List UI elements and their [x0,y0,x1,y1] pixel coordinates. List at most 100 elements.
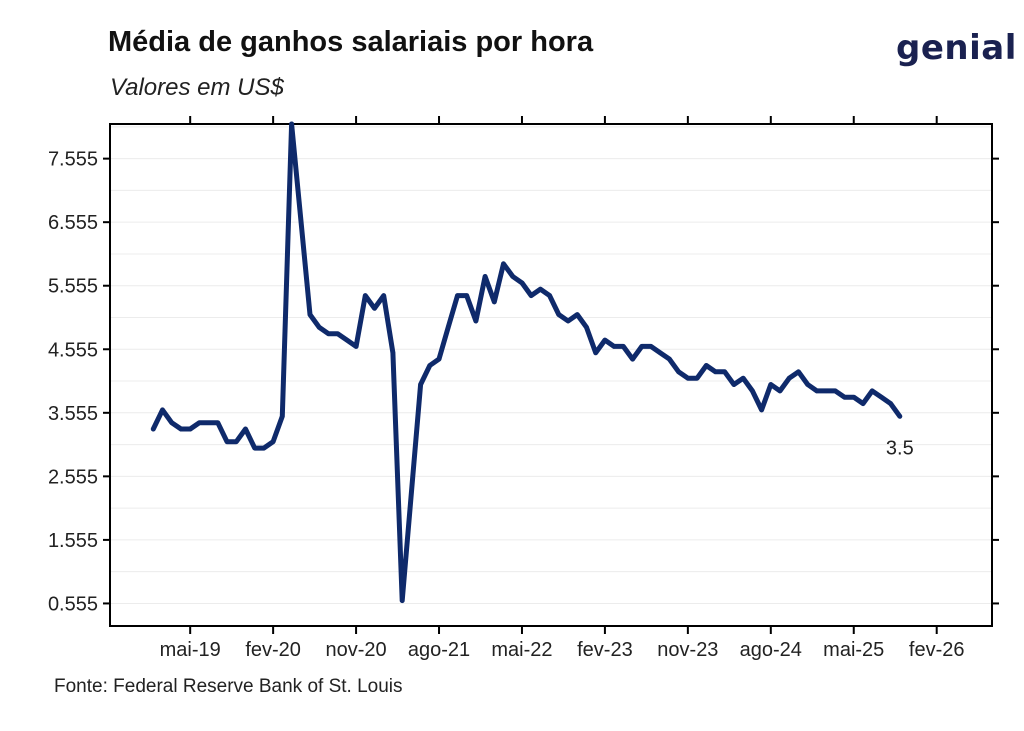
data-point [510,274,515,279]
x-tick-label: mai-22 [491,639,552,661]
data-point [685,375,691,381]
data-point [270,439,276,444]
data-point [897,414,903,419]
data-point [409,490,414,495]
source-note: Fonte: Federal Reserve Bank of St. Louis [54,676,403,697]
data-point [621,344,626,349]
data-point [750,388,755,394]
data-point [547,293,552,298]
data-point [197,420,202,425]
data-point [777,388,783,394]
y-tick-label: 5.555 [48,276,98,298]
data-point [252,445,257,451]
data-point [298,217,303,222]
data-point [492,299,497,305]
x-tick-label: ago-21 [408,639,470,661]
x-tick-label: ago-24 [740,639,802,661]
data-point [593,350,598,355]
plot-frame [109,123,993,627]
data-point [879,395,884,400]
data-point [261,445,267,451]
data-point [326,331,331,336]
data-point [869,388,875,394]
data-point [436,356,442,362]
data-point [224,439,230,444]
data-point [344,337,350,343]
data-point [704,363,709,368]
last-value-label: 3.5 [886,437,914,459]
data-point [427,363,433,368]
data-point [528,293,534,298]
data-point [307,312,313,317]
data-point [363,293,368,298]
data-point [833,388,838,394]
y-tick-label: 6.555 [48,212,98,234]
series-line [150,121,903,604]
data-point [814,388,820,394]
x-tick-label: fev-26 [909,639,965,661]
data-point [519,280,525,286]
data-point [234,439,239,444]
data-point [575,312,580,317]
data-point [473,318,479,324]
x-axis: mai-19 fev-20 nov-20 ago-21 mai-22 fev-23 nov-… [160,116,965,661]
x-tick-label: fev-23 [577,639,633,661]
annotations: 3.5 [886,437,914,459]
chart-subtitle: Valores em US$ [110,74,284,101]
data-point [151,426,156,432]
data-point [584,325,589,330]
x-tick-label: nov-20 [325,639,386,661]
x-tick-label: mai-19 [160,639,221,661]
chart-title: Média de ganhos salariais por hora [108,26,594,58]
data-point [446,325,451,330]
gridlines [110,126,992,604]
data-point [759,407,764,413]
data-point [556,312,562,317]
x-tick-label: nov-23 [657,639,718,661]
data-point [611,344,617,349]
data-point [243,426,248,432]
y-tick-label: 3.555 [48,403,98,425]
x-tick-label: fev-20 [245,639,301,661]
data-point [888,401,893,406]
data-point [740,375,746,381]
data-point [787,375,792,381]
data-point [215,420,221,425]
data-point [713,369,718,375]
data-point [206,420,211,425]
data-point [418,382,423,387]
data-point [639,344,644,349]
data-point [860,401,866,406]
data-point [289,121,294,127]
series-group [150,121,903,604]
data-point [160,407,165,413]
data-point [399,598,405,603]
data-point [602,337,608,343]
data-point [842,395,847,400]
data-point [381,293,386,298]
y-tick-label: 0.555 [48,593,98,615]
data-point [694,375,700,381]
data-point [178,426,184,432]
y-axis: 0.555 1.555 2.555 3.555 4.555 5.555 6.555 7.555 [48,149,999,615]
data-point [722,369,727,375]
data-point [464,293,469,298]
data-point [538,287,543,292]
y-tick-label: 1.555 [48,530,98,552]
data-point [565,318,571,324]
data-point [455,293,460,298]
data-point [676,369,681,375]
data-point [187,426,193,432]
data-point [667,356,672,362]
brand-logo: genial [896,28,1017,68]
data-point [648,344,654,349]
data-point [823,388,829,394]
data-point [372,306,377,311]
data-point [805,382,810,387]
data-point [335,331,340,336]
data-point [169,420,174,425]
data-point [353,344,359,349]
y-tick-label: 2.555 [48,466,98,488]
data-point [630,356,635,362]
